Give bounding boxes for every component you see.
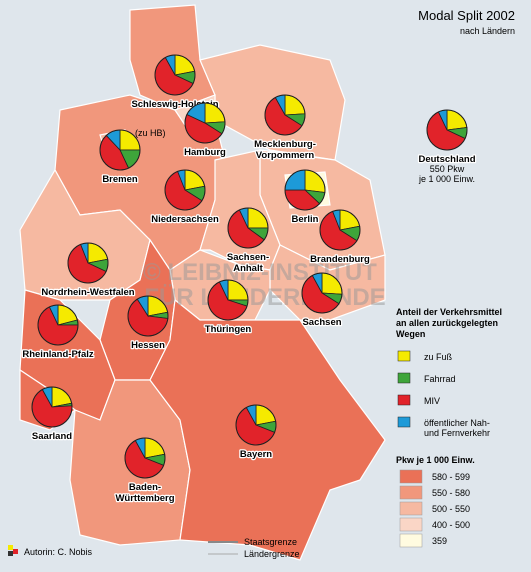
state-label: Brandenburg: [310, 254, 370, 265]
legend-swatch: [399, 501, 423, 516]
legend-title: Pkw je 1 000 Einw.: [396, 455, 475, 465]
legend-swatch: [397, 372, 411, 384]
legend-label: öffentlicher Nah-: [424, 418, 490, 428]
pie-outline: [184, 102, 226, 144]
pie-outline: [301, 272, 343, 314]
border-label: Ländergrenze: [244, 549, 300, 559]
state-label: Anhalt: [233, 263, 263, 274]
state-label: Sachsen: [302, 317, 341, 328]
legend-label: 400 - 500: [432, 520, 470, 530]
pie-outline: [284, 169, 326, 211]
pie-outline: [164, 169, 206, 211]
state-label: Vorpommern: [256, 150, 315, 161]
germany-label: Deutschland: [418, 154, 475, 165]
legend-label: MIV: [424, 396, 440, 406]
pie-outline: [67, 242, 109, 284]
title: Modal Split 2002: [418, 8, 515, 23]
legend-label: 580 - 599: [432, 472, 470, 482]
state-label: Bayern: [240, 449, 272, 460]
pie-outline: [426, 109, 468, 151]
state-label: Berlin: [292, 214, 319, 225]
legend-title: Anteil der Verkehrsmittel: [396, 307, 502, 317]
logo: [8, 545, 13, 550]
state-label: Hessen: [131, 340, 165, 351]
legend-swatch: [397, 416, 411, 428]
pie-outline: [264, 94, 306, 136]
state-label: Hamburg: [184, 147, 226, 158]
legend-label: zu Fuß: [424, 352, 453, 362]
border-label: Staatsgrenze: [244, 537, 297, 547]
logo: [8, 551, 13, 556]
legend-label: 550 - 580: [432, 488, 470, 498]
state-label: Bremen: [102, 174, 138, 185]
subtitle: nach Ländern: [460, 26, 515, 36]
state-label: Thüringen: [205, 324, 252, 335]
legend-label: 359: [432, 536, 447, 546]
pie-outline: [99, 129, 141, 171]
state-label: Rheinland-Pfalz: [22, 349, 94, 360]
legend-swatch: [399, 533, 423, 548]
pie-outline: [127, 295, 169, 337]
legend-label: 500 - 550: [432, 504, 470, 514]
watermark: FÜR LÄNDERKUNDE: [144, 284, 385, 311]
state-label: Saarland: [32, 431, 72, 442]
germany-note: 550 Pkw: [430, 164, 465, 174]
state-label: Baden-: [129, 482, 161, 493]
pie-outline: [154, 54, 196, 96]
legend-swatch: [399, 485, 423, 500]
state-label: Württemberg: [115, 493, 174, 504]
legend-label: und Fernverkehr: [424, 428, 490, 438]
logo: [13, 549, 18, 554]
pie-outline: [37, 304, 79, 346]
legend-swatch: [399, 517, 423, 532]
legend-swatch: [397, 394, 411, 406]
state-label: Sachsen-: [227, 252, 269, 263]
author: Autorin: C. Nobis: [24, 547, 93, 557]
legend-swatch: [399, 469, 423, 484]
state-label: Nordrhein-Westfalen: [41, 287, 134, 298]
pie-outline: [207, 279, 249, 321]
legend-title: Wegen: [396, 329, 425, 339]
state-note: (zu HB): [135, 128, 166, 138]
pie-outline: [235, 404, 277, 446]
state-label: Niedersachsen: [151, 214, 219, 225]
pie-outline: [227, 207, 269, 249]
germany-note: je 1 000 Einw.: [418, 174, 475, 184]
pie-outline: [31, 386, 73, 428]
pie-outline: [124, 437, 166, 479]
legend-label: Fahrrad: [424, 374, 456, 384]
state-label: Mecklenburg-: [254, 139, 316, 150]
legend-swatch: [397, 350, 411, 362]
legend-title: an allen zurückgelegten: [396, 318, 498, 328]
pie-outline: [319, 209, 361, 251]
